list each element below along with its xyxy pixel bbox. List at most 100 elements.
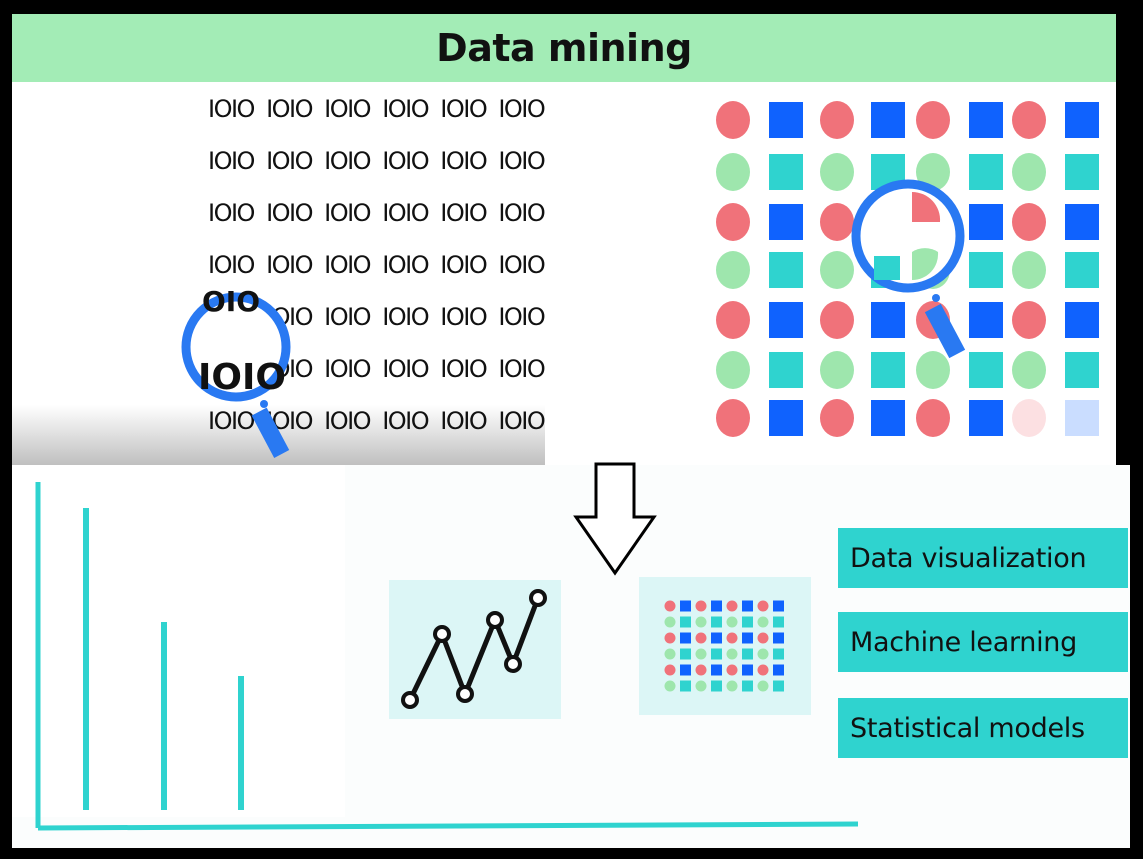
- bar-chart-panel: [12, 465, 345, 817]
- mini-grid-dot: [695, 664, 707, 676]
- grid-square: [871, 302, 905, 338]
- binary-row: IOIO IOIO IOIO IOIO IOIO IOIO: [208, 199, 546, 227]
- mini-grid-dot: [664, 632, 676, 644]
- grid-square: [1065, 302, 1099, 338]
- line-chart-icon: [389, 580, 561, 719]
- mini-grid-square: [773, 664, 784, 676]
- mini-grid-square: [711, 632, 722, 644]
- grid-square: [1065, 204, 1099, 240]
- magnifier-lens: [851, 179, 965, 293]
- grid-circle: [916, 153, 950, 191]
- mini-grid-dot: [757, 648, 769, 660]
- mini-grid-square: [742, 648, 753, 660]
- grid-square: [769, 154, 803, 190]
- grid-square: [769, 102, 803, 138]
- mini-grid-square: [711, 616, 722, 628]
- grid-circle: [820, 203, 854, 241]
- grid-circle: [716, 301, 750, 339]
- mini-grid-dot: [664, 664, 676, 676]
- magnifier-icon: [851, 179, 966, 359]
- mini-grid-dot: [695, 632, 707, 644]
- grid-square: [769, 302, 803, 338]
- binary-row: IOIO IOIO IOIO IOIO IOIO IOIO: [208, 251, 546, 279]
- mini-grid-square: [773, 632, 784, 644]
- grid-circle: [1012, 203, 1046, 241]
- mini-grid-dot: [664, 680, 676, 692]
- grid-square: [969, 252, 1003, 288]
- mini-grid-dot: [757, 632, 769, 644]
- mini-grid-square: [773, 600, 784, 612]
- mini-grid-square: [742, 680, 753, 692]
- mini-grid-square: [773, 648, 784, 660]
- mini-grid-square: [742, 600, 753, 612]
- lens-teal-shape: [874, 256, 900, 280]
- mini-grid-square: [711, 680, 722, 692]
- mini-grid-dot: [726, 664, 738, 676]
- mini-grid-dot: [726, 600, 738, 612]
- mini-grid-dot: [695, 680, 707, 692]
- grid-square: [871, 400, 905, 436]
- grid-square: [969, 204, 1003, 240]
- grid-circle: [716, 153, 750, 191]
- mini-grid-dot: [664, 600, 676, 612]
- method-label-machine-learning: Machine learning: [838, 612, 1128, 672]
- mini-grid-square: [680, 664, 691, 676]
- grid-square: [1065, 252, 1099, 288]
- mini-grid-dot: [726, 648, 738, 660]
- magnified-top-text: OIO: [202, 285, 260, 318]
- grid-circle: [716, 251, 750, 289]
- mini-grid-square: [742, 664, 753, 676]
- grid-circle: [916, 399, 950, 437]
- magnifier-handle: [924, 303, 966, 359]
- grid-circle: [1012, 101, 1046, 139]
- grid-square: [769, 352, 803, 388]
- magnifier-joint: [260, 400, 268, 408]
- magnifier-handle: [251, 407, 290, 458]
- binary-row: IOIO IOIO IOIO IOIO IOIO IOIO: [208, 147, 546, 175]
- grid-square: [1065, 102, 1099, 138]
- grid-circle: [820, 251, 854, 289]
- grid-square: [969, 352, 1003, 388]
- grid-square: [1065, 352, 1099, 388]
- magnifier-joint: [932, 294, 940, 302]
- grid-circle: [1012, 301, 1046, 339]
- grid-circle: [716, 399, 750, 437]
- mini-grid-dot: [757, 664, 769, 676]
- grid-circle: [820, 351, 854, 389]
- grid-circle: [820, 301, 854, 339]
- grid-square: [969, 400, 1003, 436]
- binary-row: IOIO IOIO IOIO IOIO IOIO IOIO: [208, 95, 546, 123]
- method-label-data-visualization: Data visualization: [838, 528, 1128, 588]
- magnifier-lens: [181, 292, 291, 402]
- mini-grid-square: [742, 616, 753, 628]
- mini-grid-dot: [726, 680, 738, 692]
- mini-grid-dot: [695, 600, 707, 612]
- mini-grid-dot: [757, 616, 769, 628]
- grid-circle: [1012, 153, 1046, 191]
- grid-circle: [820, 101, 854, 139]
- grid-square: [1065, 154, 1099, 190]
- mini-grid-square: [680, 680, 691, 692]
- mini-grid-square: [680, 648, 691, 660]
- mini-grid-square: [711, 600, 722, 612]
- diagram-title: Data mining: [436, 26, 692, 70]
- grid-circle: [820, 153, 854, 191]
- grid-square: [769, 252, 803, 288]
- grid-circle: [916, 101, 950, 139]
- mini-grid-dot: [726, 632, 738, 644]
- lens-red-shape: [912, 191, 941, 222]
- grid-square: [969, 154, 1003, 190]
- method-label-text: Data visualization: [850, 542, 1087, 574]
- grid-square: [871, 102, 905, 138]
- grid-circle: [1012, 251, 1046, 289]
- grid-circle: [1012, 399, 1046, 437]
- dot-grid-icon: [639, 577, 811, 715]
- grid-square: [871, 352, 905, 388]
- mini-grid-dot: [695, 648, 707, 660]
- x-axis-line: [37, 821, 859, 831]
- method-label-statistical-models: Statistical models: [838, 698, 1128, 758]
- mini-grid-square: [773, 680, 784, 692]
- mini-grid-square: [680, 600, 691, 612]
- grid-square: [1065, 400, 1099, 436]
